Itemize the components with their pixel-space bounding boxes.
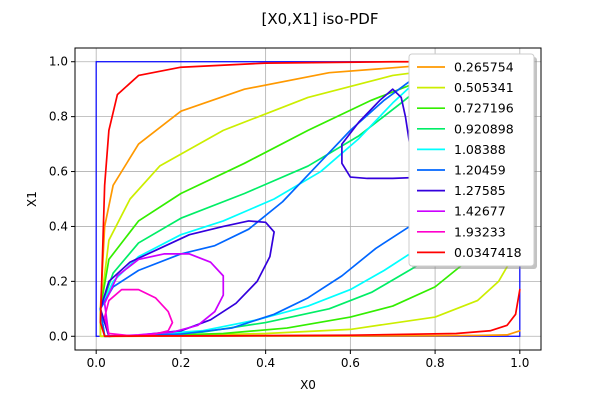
- x-tick-label: 0.8: [426, 356, 445, 370]
- y-axis-label: X1: [25, 191, 39, 207]
- contour-line: [99, 60, 521, 338]
- legend: 0.265754 0.505341 0.727196 0.920898 1.08388 1…: [408, 53, 537, 269]
- x-tick-label: 0.6: [341, 356, 360, 370]
- legend-label: 1.27585: [454, 183, 506, 198]
- series-0.505341: [99, 60, 521, 338]
- legend-box: [408, 53, 535, 267]
- y-tick-label: 0.6: [49, 165, 68, 179]
- legend-label: 1.42677: [454, 204, 506, 219]
- y-tick-label: 0.4: [49, 219, 68, 233]
- legend-label: 1.08388: [454, 142, 506, 157]
- y-tick-label: 0.8: [49, 110, 68, 124]
- y-tick-label: 0.0: [49, 329, 68, 343]
- legend-label: 0.920898: [454, 121, 514, 136]
- legend-label: 1.20459: [454, 163, 506, 178]
- axis-ticks: 0.0 0.2 0.4 0.6 0.8 1.0 0.0 0.2 0.4 0.6 0.8 1.0: [49, 55, 529, 370]
- legend-label: 1.93233: [454, 224, 506, 239]
- series-1.93233: [103, 288, 174, 337]
- x-axis-label: X0: [300, 378, 316, 392]
- chart-title: [X0,X1] iso-PDF: [262, 10, 379, 28]
- legend-label: 0.265754: [454, 60, 514, 75]
- x-tick-label: 0.0: [87, 356, 106, 370]
- contour-line: [99, 60, 521, 338]
- legend-label: 0.505341: [454, 80, 514, 95]
- y-tick-label: 1.0: [49, 55, 68, 69]
- x-tick-label: 0.2: [171, 356, 190, 370]
- contour-line: [103, 288, 174, 337]
- series-0.0347418: [99, 60, 521, 338]
- plot-frame: [74, 47, 542, 351]
- legend-label: 0.727196: [454, 101, 514, 116]
- x-tick-label: 1.0: [510, 356, 529, 370]
- legend-label: 0.0347418: [454, 245, 522, 260]
- y-tick-label: 0.2: [49, 274, 68, 288]
- x-tick-label: 0.4: [256, 356, 275, 370]
